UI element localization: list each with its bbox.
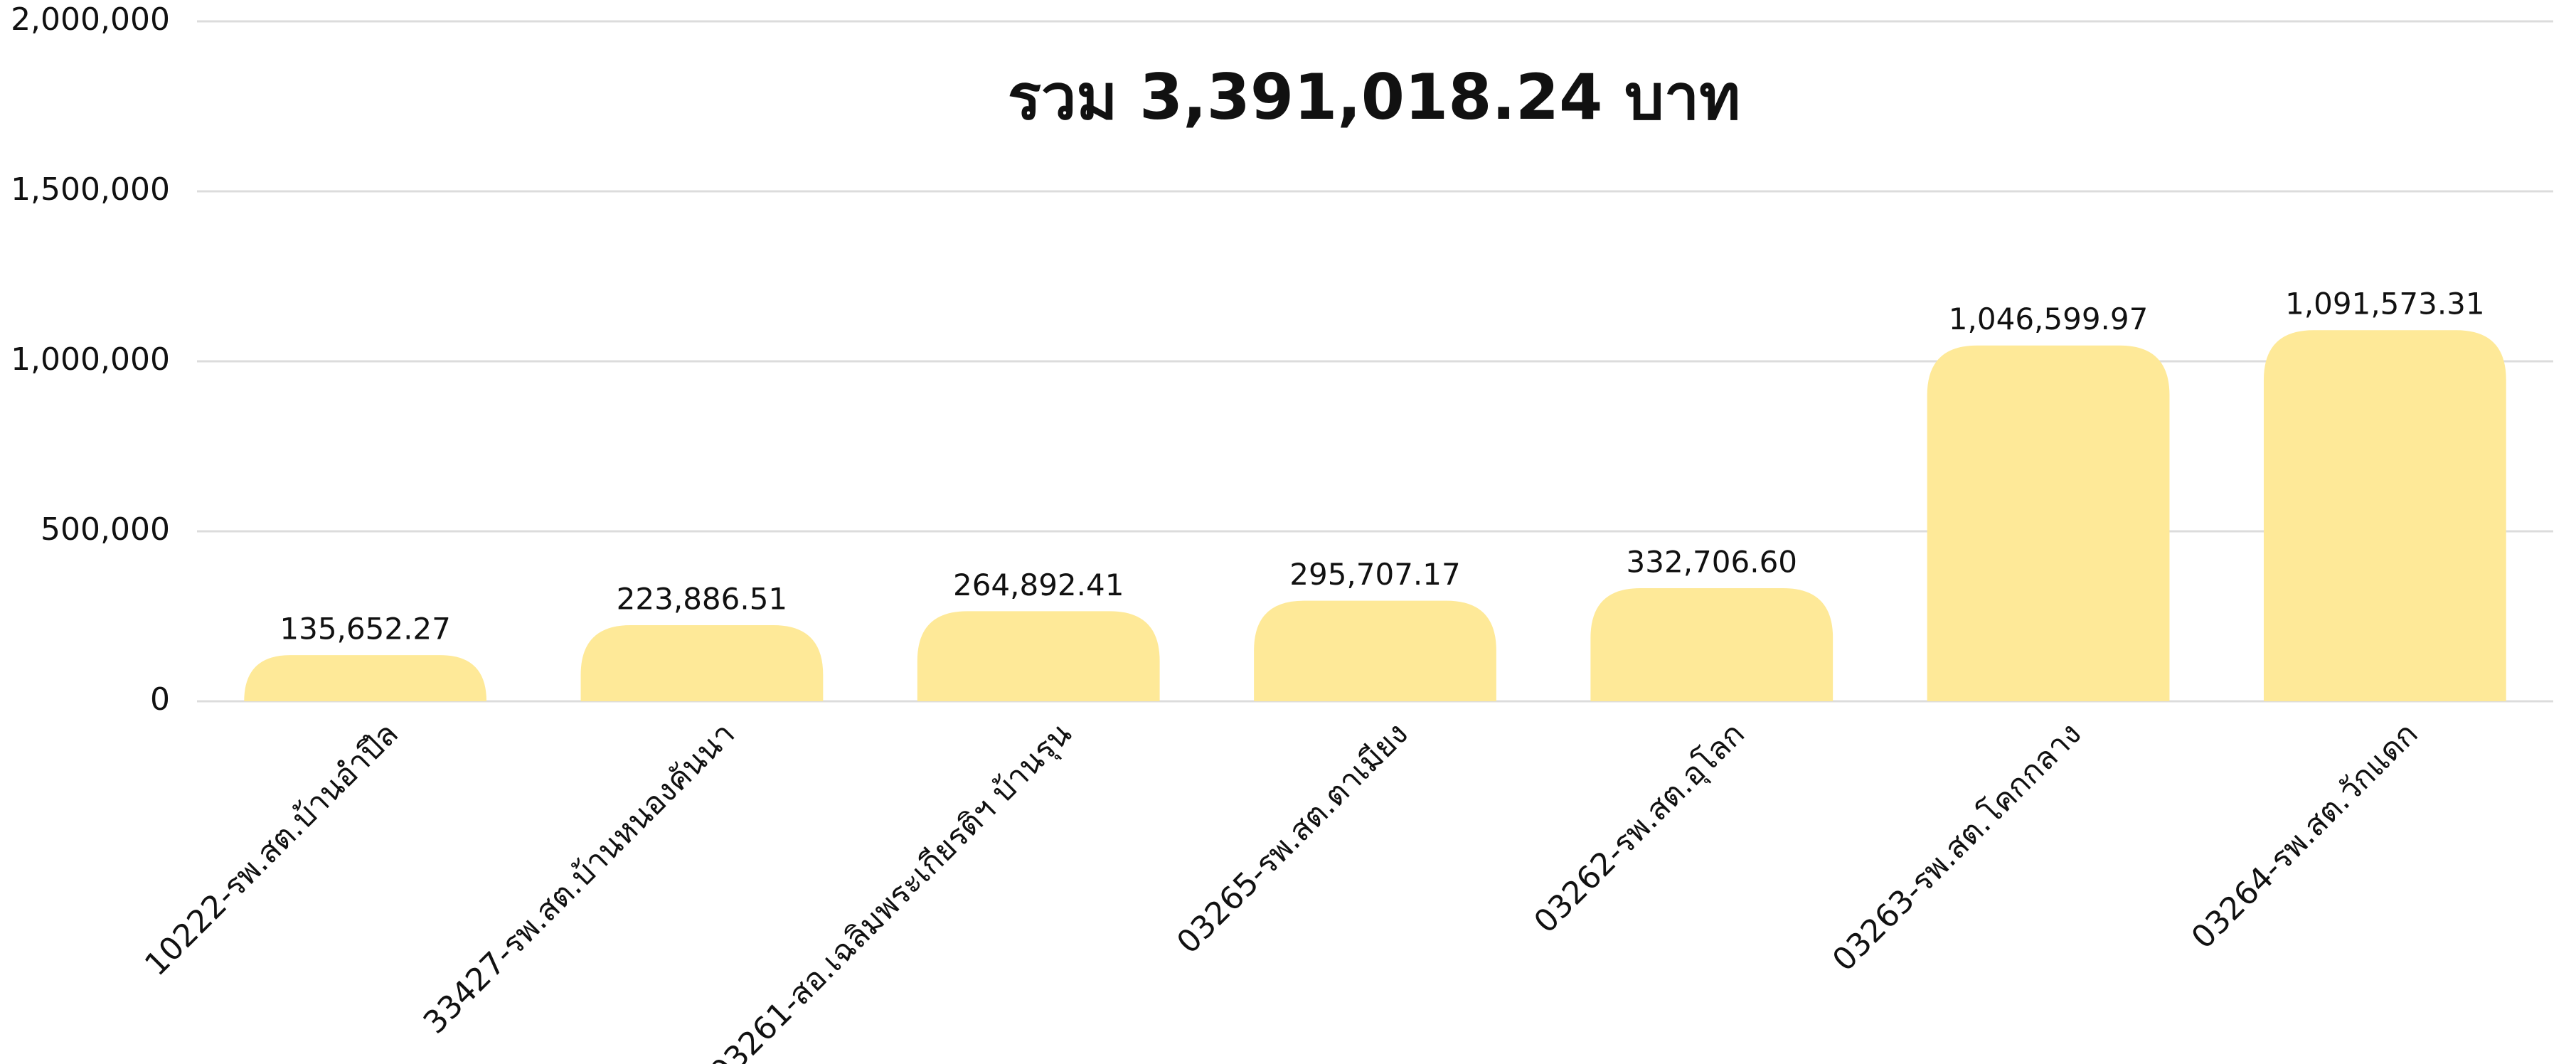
x-tick-label: 03261-สอ.เฉลิมพระเกียรติฯ บ้านรุน [703,715,1079,1064]
x-tick-label: 03264-รพ.สต.วักแดก [2185,715,2425,956]
value-label: 1,046,599.97 [1949,302,2149,336]
y-tick-label: 500,000 [41,511,170,548]
x-tick-label: 33427-รพ.สต.บ้านหนองคันนา [417,715,742,1041]
value-label: 135,652.27 [280,612,450,647]
x-tick-label: 03262-รพ.สต.อุโลก [1527,715,1752,940]
value-label: 332,706.60 [1627,544,1797,579]
x-tick-label: 03265-รพ.สต.ตาเมียง [1170,715,1415,961]
bar [244,655,487,701]
bar [917,611,1160,701]
bar [1254,600,1496,701]
bar [2263,330,2506,701]
value-label: 223,886.51 [617,581,787,616]
bar [1927,345,2170,701]
y-tick-label: 1,000,000 [11,341,170,378]
value-label: 295,707.17 [1289,557,1460,592]
bar [580,624,824,701]
value-label: 264,892.41 [953,568,1124,602]
x-tick-label: 10222-รพ.สต.บ้านอำปึล [138,715,405,983]
value-label: 1,091,573.31 [2285,287,2485,321]
y-tick-label: 2,000,000 [11,1,170,38]
chart-title: รวม 3,391,018.24 บาท [1008,60,1741,134]
y-tick-label: 0 [150,681,170,718]
bar [1590,587,1833,701]
x-tick-label: 03263-รพ.สต.โคกกลาง [1826,715,2088,978]
y-tick-label: 1,500,000 [11,171,170,208]
